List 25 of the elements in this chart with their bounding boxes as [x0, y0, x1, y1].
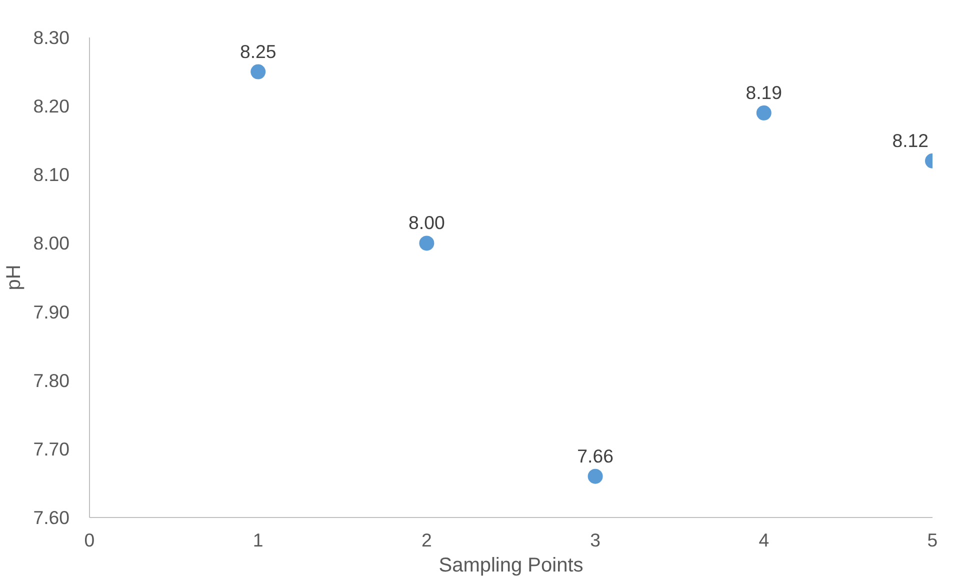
x-tick-label: 2: [422, 530, 432, 550]
data-label: 8.25: [240, 40, 276, 62]
y-axis-title: pH: [3, 264, 26, 290]
y-tick-label: 8.20: [33, 96, 70, 117]
x-tick-label: 0: [84, 530, 95, 550]
x-tick-label: 1: [252, 530, 264, 550]
data-label: 8.12: [892, 130, 928, 151]
y-tick-label: 7.80: [33, 370, 70, 391]
y-tick-label: 8.10: [33, 164, 70, 186]
x-tick-label: 5: [927, 530, 938, 550]
x-tick-label: 3: [590, 530, 601, 550]
data-label: 8.19: [746, 82, 782, 103]
y-tick-label: 7.70: [33, 438, 70, 460]
point: [588, 468, 603, 484]
y-tick-label: 8.30: [33, 27, 70, 48]
point: [756, 105, 772, 120]
point: [250, 64, 266, 80]
x-tick-label: 4: [758, 530, 770, 550]
point: [419, 236, 434, 251]
x-axis-title: Sampling Points: [438, 554, 584, 576]
data-label: 8.00: [408, 212, 445, 234]
y-tick-label: 8.00: [33, 232, 70, 254]
y-tick-label: 7.60: [33, 507, 70, 528]
data-label: 7.66: [577, 445, 614, 466]
y-tick-label: 7.90: [33, 301, 70, 322]
